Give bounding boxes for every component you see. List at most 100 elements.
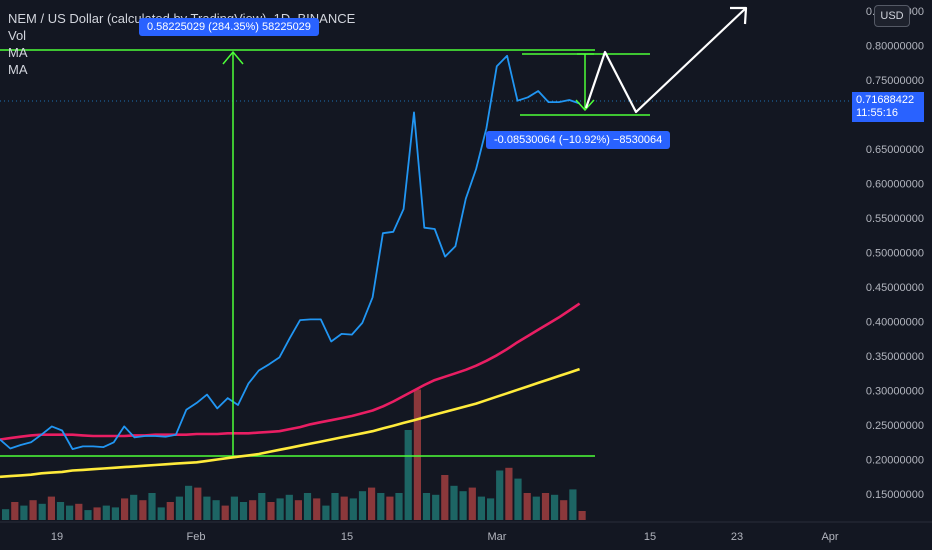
time-tick-label: Mar: [488, 531, 507, 543]
volume-bar: [267, 502, 275, 520]
volume-bar: [93, 507, 101, 520]
volume-bar: [212, 500, 220, 520]
volume-bar: [249, 500, 257, 520]
price-axis: 0.850000000.800000000.750000000.70000000…: [852, 0, 932, 522]
volume-bar: [294, 500, 302, 520]
legend-ma-2[interactable]: MA: [8, 62, 28, 77]
volume-bar: [29, 500, 37, 520]
volume-bar: [56, 502, 65, 520]
volume-bar: [551, 494, 559, 520]
price-tick-label: 0.25000000: [866, 420, 924, 432]
volume-bar: [38, 503, 46, 520]
volume-bar: [194, 487, 202, 520]
projection-arrow-head: [730, 6, 748, 25]
volume-bar: [2, 509, 10, 520]
volume-bar: [102, 505, 110, 520]
chart-series: [0, 54, 581, 479]
volume-bar: [358, 491, 367, 520]
volume-bar: [505, 467, 513, 520]
price-tick-label: 0.30000000: [866, 386, 924, 398]
gain-measure-label: 0.58225029 (284.35%) 58225029: [139, 18, 319, 36]
loss-arrow-head: [575, 99, 595, 112]
volume-bar: [514, 478, 522, 520]
price-axis-bg: [852, 0, 932, 522]
legend-ma-1[interactable]: MA: [8, 45, 28, 60]
time-tick-label: 23: [731, 531, 743, 543]
volume-bar: [523, 493, 531, 520]
volume-bar: [230, 496, 238, 520]
volume-bar: [422, 493, 431, 520]
time-tick-label: Apr: [821, 531, 838, 543]
series-line-ma-fast: [0, 302, 581, 441]
time-tick-label: 15: [341, 531, 353, 543]
volume-bar: [541, 493, 550, 520]
time-axis: 19 Feb 15 Mar 15 23 Apr: [0, 521, 932, 543]
volume-bar: [560, 500, 568, 520]
price-tick-label: 0.80000000: [866, 41, 924, 53]
volume-bar: [285, 494, 293, 520]
measure-arrows: [222, 50, 595, 456]
projection-path: [584, 6, 748, 114]
price-tick-label: 0.50000000: [866, 248, 924, 260]
price-tick-label: 0.35000000: [866, 351, 924, 363]
volume-bar: [276, 498, 284, 520]
volume-bar: [20, 505, 28, 520]
volume-bar: [450, 485, 458, 520]
volume-bar: [148, 493, 156, 520]
volume-bar: [47, 496, 55, 520]
volume-bar: [313, 498, 321, 520]
price-tick-label: 0.40000000: [866, 317, 924, 329]
price-tick-label: 0.65000000: [866, 144, 924, 156]
price-tick-label: 0.55000000: [866, 213, 924, 225]
gain-arrow-head: [222, 50, 244, 65]
volume-bar: [175, 496, 183, 520]
volume-bar: [377, 493, 385, 520]
volume-bar: [303, 493, 312, 520]
legend-vol[interactable]: Vol: [8, 28, 27, 43]
volume-bar: [487, 498, 495, 520]
current-price-tag: 0.71688422 11:55:16: [852, 92, 924, 122]
volume-bar: [340, 496, 348, 520]
time-tick-label: Feb: [187, 531, 206, 543]
volume-bar: [75, 503, 83, 520]
measure-horizontal-lines: [0, 49, 852, 457]
loss-measure-label: -0.08530064 (−10.92%) −8530064: [486, 131, 671, 149]
volume-bar: [468, 487, 476, 520]
volume-bar: [157, 507, 165, 520]
volume-bar: [368, 487, 376, 520]
projection-line: [584, 7, 747, 114]
volume-bar: [459, 491, 467, 520]
volume-bar: [166, 502, 174, 520]
volume-bar: [121, 498, 129, 520]
volume-bar: [185, 485, 193, 520]
volume-bar: [349, 498, 357, 520]
volume-bar: [111, 507, 119, 520]
volume-bar: [221, 505, 229, 520]
volume-bar: [532, 496, 540, 520]
time-tick-label: 15: [644, 531, 656, 543]
price-tick-label: 0.75000000: [866, 75, 924, 87]
time-tick-label: 19: [51, 531, 63, 543]
volume-bar: [477, 496, 485, 520]
volume-bar: [84, 510, 92, 520]
volume-bar: [395, 493, 403, 520]
price-tick-label: 0.45000000: [866, 282, 924, 294]
currency-button[interactable]: USD: [874, 5, 910, 27]
bar-countdown: 11:55:16: [856, 107, 899, 119]
volume-bar: [139, 500, 147, 520]
current-price-value: 0.71688422: [856, 94, 915, 106]
volume-bar: [203, 496, 211, 520]
price-tick-label: 0.20000000: [866, 455, 924, 467]
volume-bar: [432, 494, 440, 520]
volume-bar: [66, 505, 74, 520]
volume-bars: [2, 389, 586, 520]
volume-bar: [578, 511, 586, 520]
series-line-price: [0, 54, 580, 451]
price-tick-label: 0.15000000: [866, 489, 924, 501]
volume-bar: [11, 502, 19, 520]
volume-bar: [404, 430, 412, 520]
volume-bar: [322, 505, 330, 520]
volume-bar: [496, 470, 504, 520]
volume-bar: [331, 493, 339, 520]
